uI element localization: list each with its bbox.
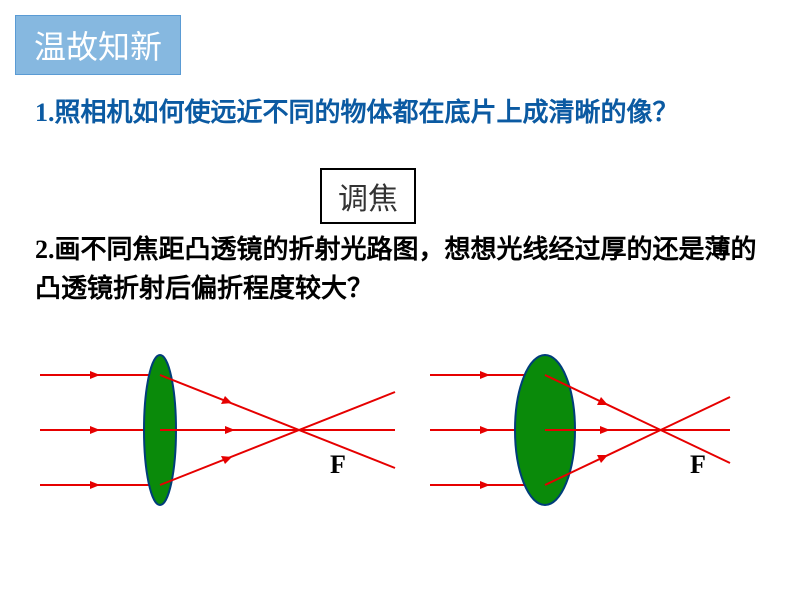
- lens-diagrams: [0, 330, 794, 590]
- question-2: 2.画不同焦距凸透镜的折射光路图，想想光线经过厚的还是薄的凸透镜折射后偏折程度较…: [35, 230, 759, 308]
- focal-label-left: F: [330, 450, 346, 480]
- header-title: 温故知新: [34, 29, 162, 65]
- focal-label-right: F: [690, 450, 706, 480]
- question-1: 1.照相机如何使远近不同的物体都在底片上成清晰的像？: [35, 90, 759, 137]
- answer-text: 调焦: [338, 183, 398, 216]
- header-box: 温故知新: [15, 15, 181, 75]
- answer-box: 调焦: [320, 168, 416, 224]
